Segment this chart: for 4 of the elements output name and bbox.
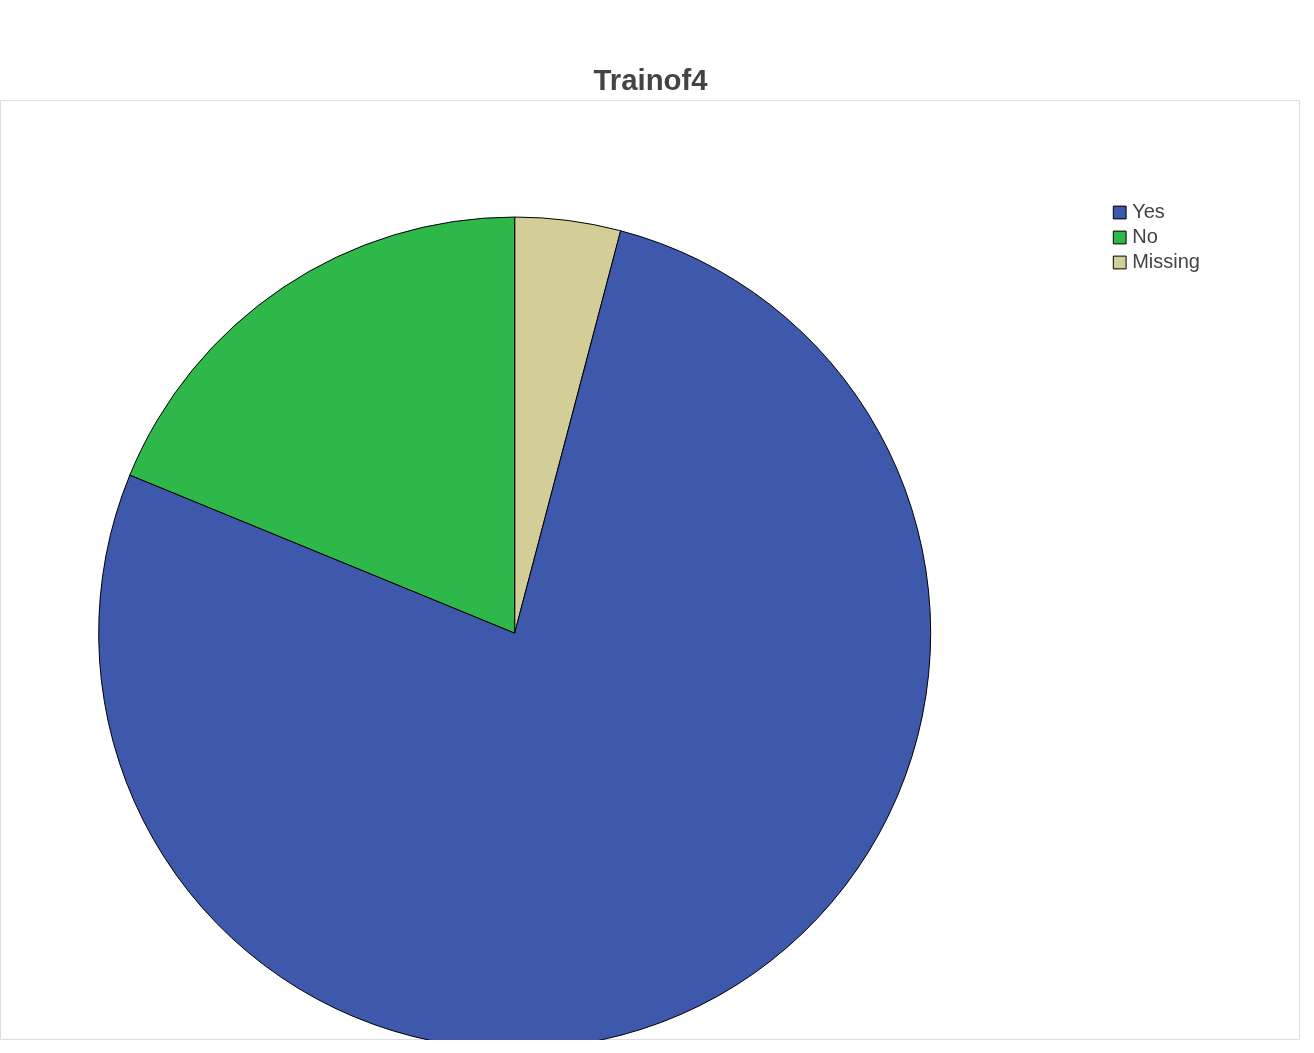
- chart-title: Trainof4: [593, 62, 709, 96]
- legend-label: Missing: [1132, 250, 1200, 273]
- legend-label: No: [1132, 225, 1158, 248]
- legend-label: Yes: [1132, 200, 1165, 223]
